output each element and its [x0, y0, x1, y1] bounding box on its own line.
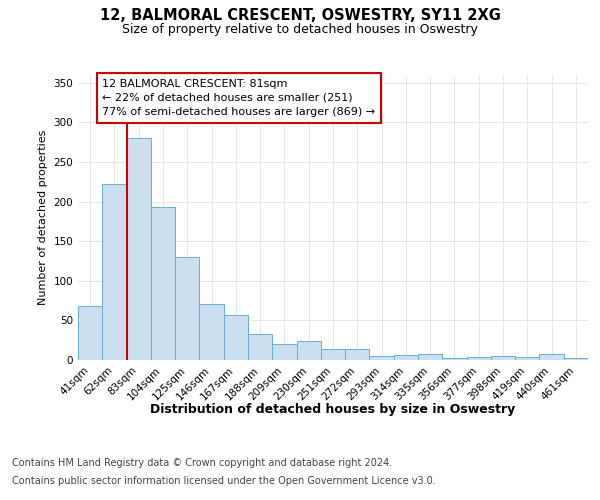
Bar — [418, 354, 442, 360]
Bar — [127, 138, 151, 360]
Bar — [515, 357, 539, 360]
Y-axis label: Number of detached properties: Number of detached properties — [38, 130, 48, 305]
Bar — [272, 344, 296, 360]
Bar — [296, 341, 321, 360]
Bar — [102, 184, 127, 360]
Bar — [248, 334, 272, 360]
Bar — [151, 207, 175, 360]
Bar — [442, 358, 467, 360]
Bar — [345, 349, 370, 360]
Bar — [175, 257, 199, 360]
Text: 12, BALMORAL CRESCENT, OSWESTRY, SY11 2XG: 12, BALMORAL CRESCENT, OSWESTRY, SY11 2X… — [100, 8, 500, 22]
Bar — [224, 315, 248, 360]
Text: Contains HM Land Registry data © Crown copyright and database right 2024.: Contains HM Land Registry data © Crown c… — [12, 458, 392, 468]
Bar — [539, 354, 564, 360]
Bar — [394, 355, 418, 360]
Bar — [370, 356, 394, 360]
Bar — [564, 358, 588, 360]
Text: Size of property relative to detached houses in Oswestry: Size of property relative to detached ho… — [122, 22, 478, 36]
Text: Contains public sector information licensed under the Open Government Licence v3: Contains public sector information licen… — [12, 476, 436, 486]
Bar — [491, 356, 515, 360]
Bar — [467, 357, 491, 360]
Text: Distribution of detached houses by size in Oswestry: Distribution of detached houses by size … — [151, 402, 515, 415]
Bar — [78, 306, 102, 360]
Text: 12 BALMORAL CRESCENT: 81sqm
← 22% of detached houses are smaller (251)
77% of se: 12 BALMORAL CRESCENT: 81sqm ← 22% of det… — [102, 79, 376, 117]
Bar — [321, 349, 345, 360]
Bar — [199, 304, 224, 360]
